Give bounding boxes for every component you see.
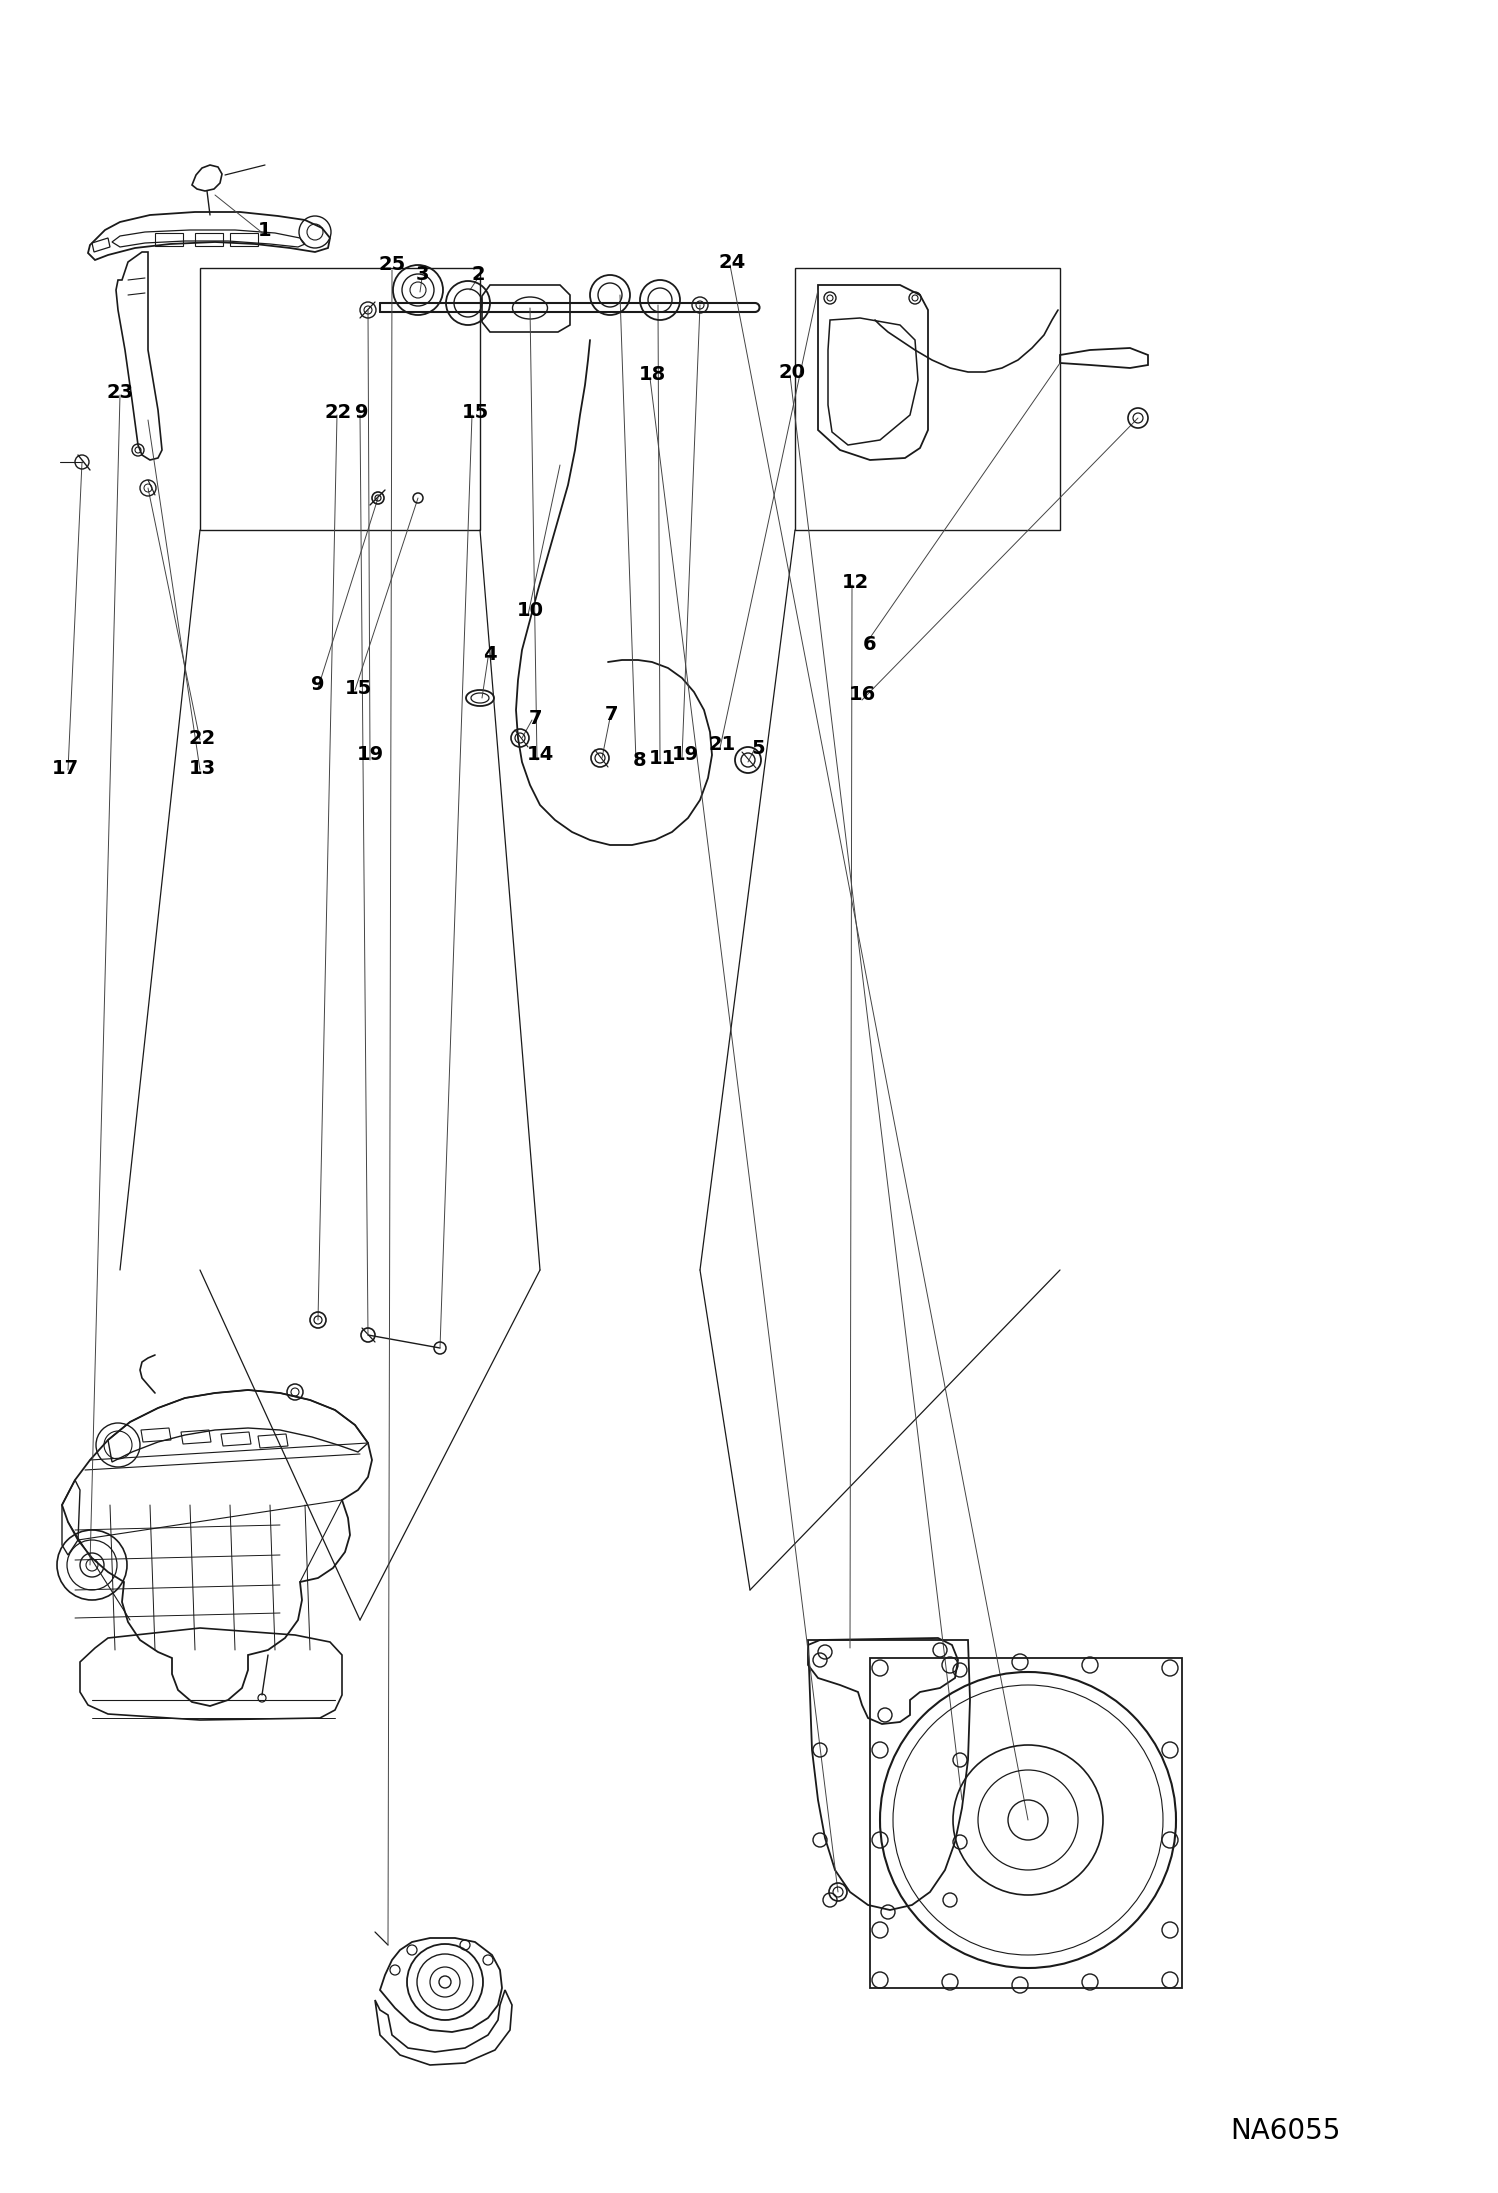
Text: 16: 16 [848,686,876,704]
Text: 15: 15 [461,404,488,421]
Text: 11: 11 [649,748,676,768]
Text: 13: 13 [189,759,216,779]
Text: 25: 25 [379,257,406,274]
Text: 19: 19 [357,746,383,765]
Text: 21: 21 [709,735,736,754]
Text: 23: 23 [106,382,133,401]
Text: 10: 10 [517,601,544,618]
Text: 22: 22 [189,728,216,748]
Text: 22: 22 [325,404,352,421]
Text: 7: 7 [529,708,542,728]
Text: 19: 19 [671,746,698,765]
Text: 8: 8 [634,750,647,770]
Text: 9: 9 [355,404,369,421]
Text: 2: 2 [472,265,485,285]
Text: 9: 9 [312,675,325,695]
Text: 18: 18 [638,366,665,384]
Text: 6: 6 [863,636,876,654]
Text: 5: 5 [750,739,765,757]
Text: 1: 1 [258,221,271,239]
Text: 7: 7 [605,706,619,724]
Text: 4: 4 [484,645,497,664]
Text: 24: 24 [719,252,746,272]
Text: 14: 14 [526,746,554,765]
Text: 15: 15 [345,678,372,697]
Text: 12: 12 [842,572,869,592]
Text: 3: 3 [415,265,428,285]
Text: 20: 20 [779,362,806,382]
Text: 17: 17 [51,759,78,779]
Text: NA6055: NA6055 [1230,2116,1341,2145]
